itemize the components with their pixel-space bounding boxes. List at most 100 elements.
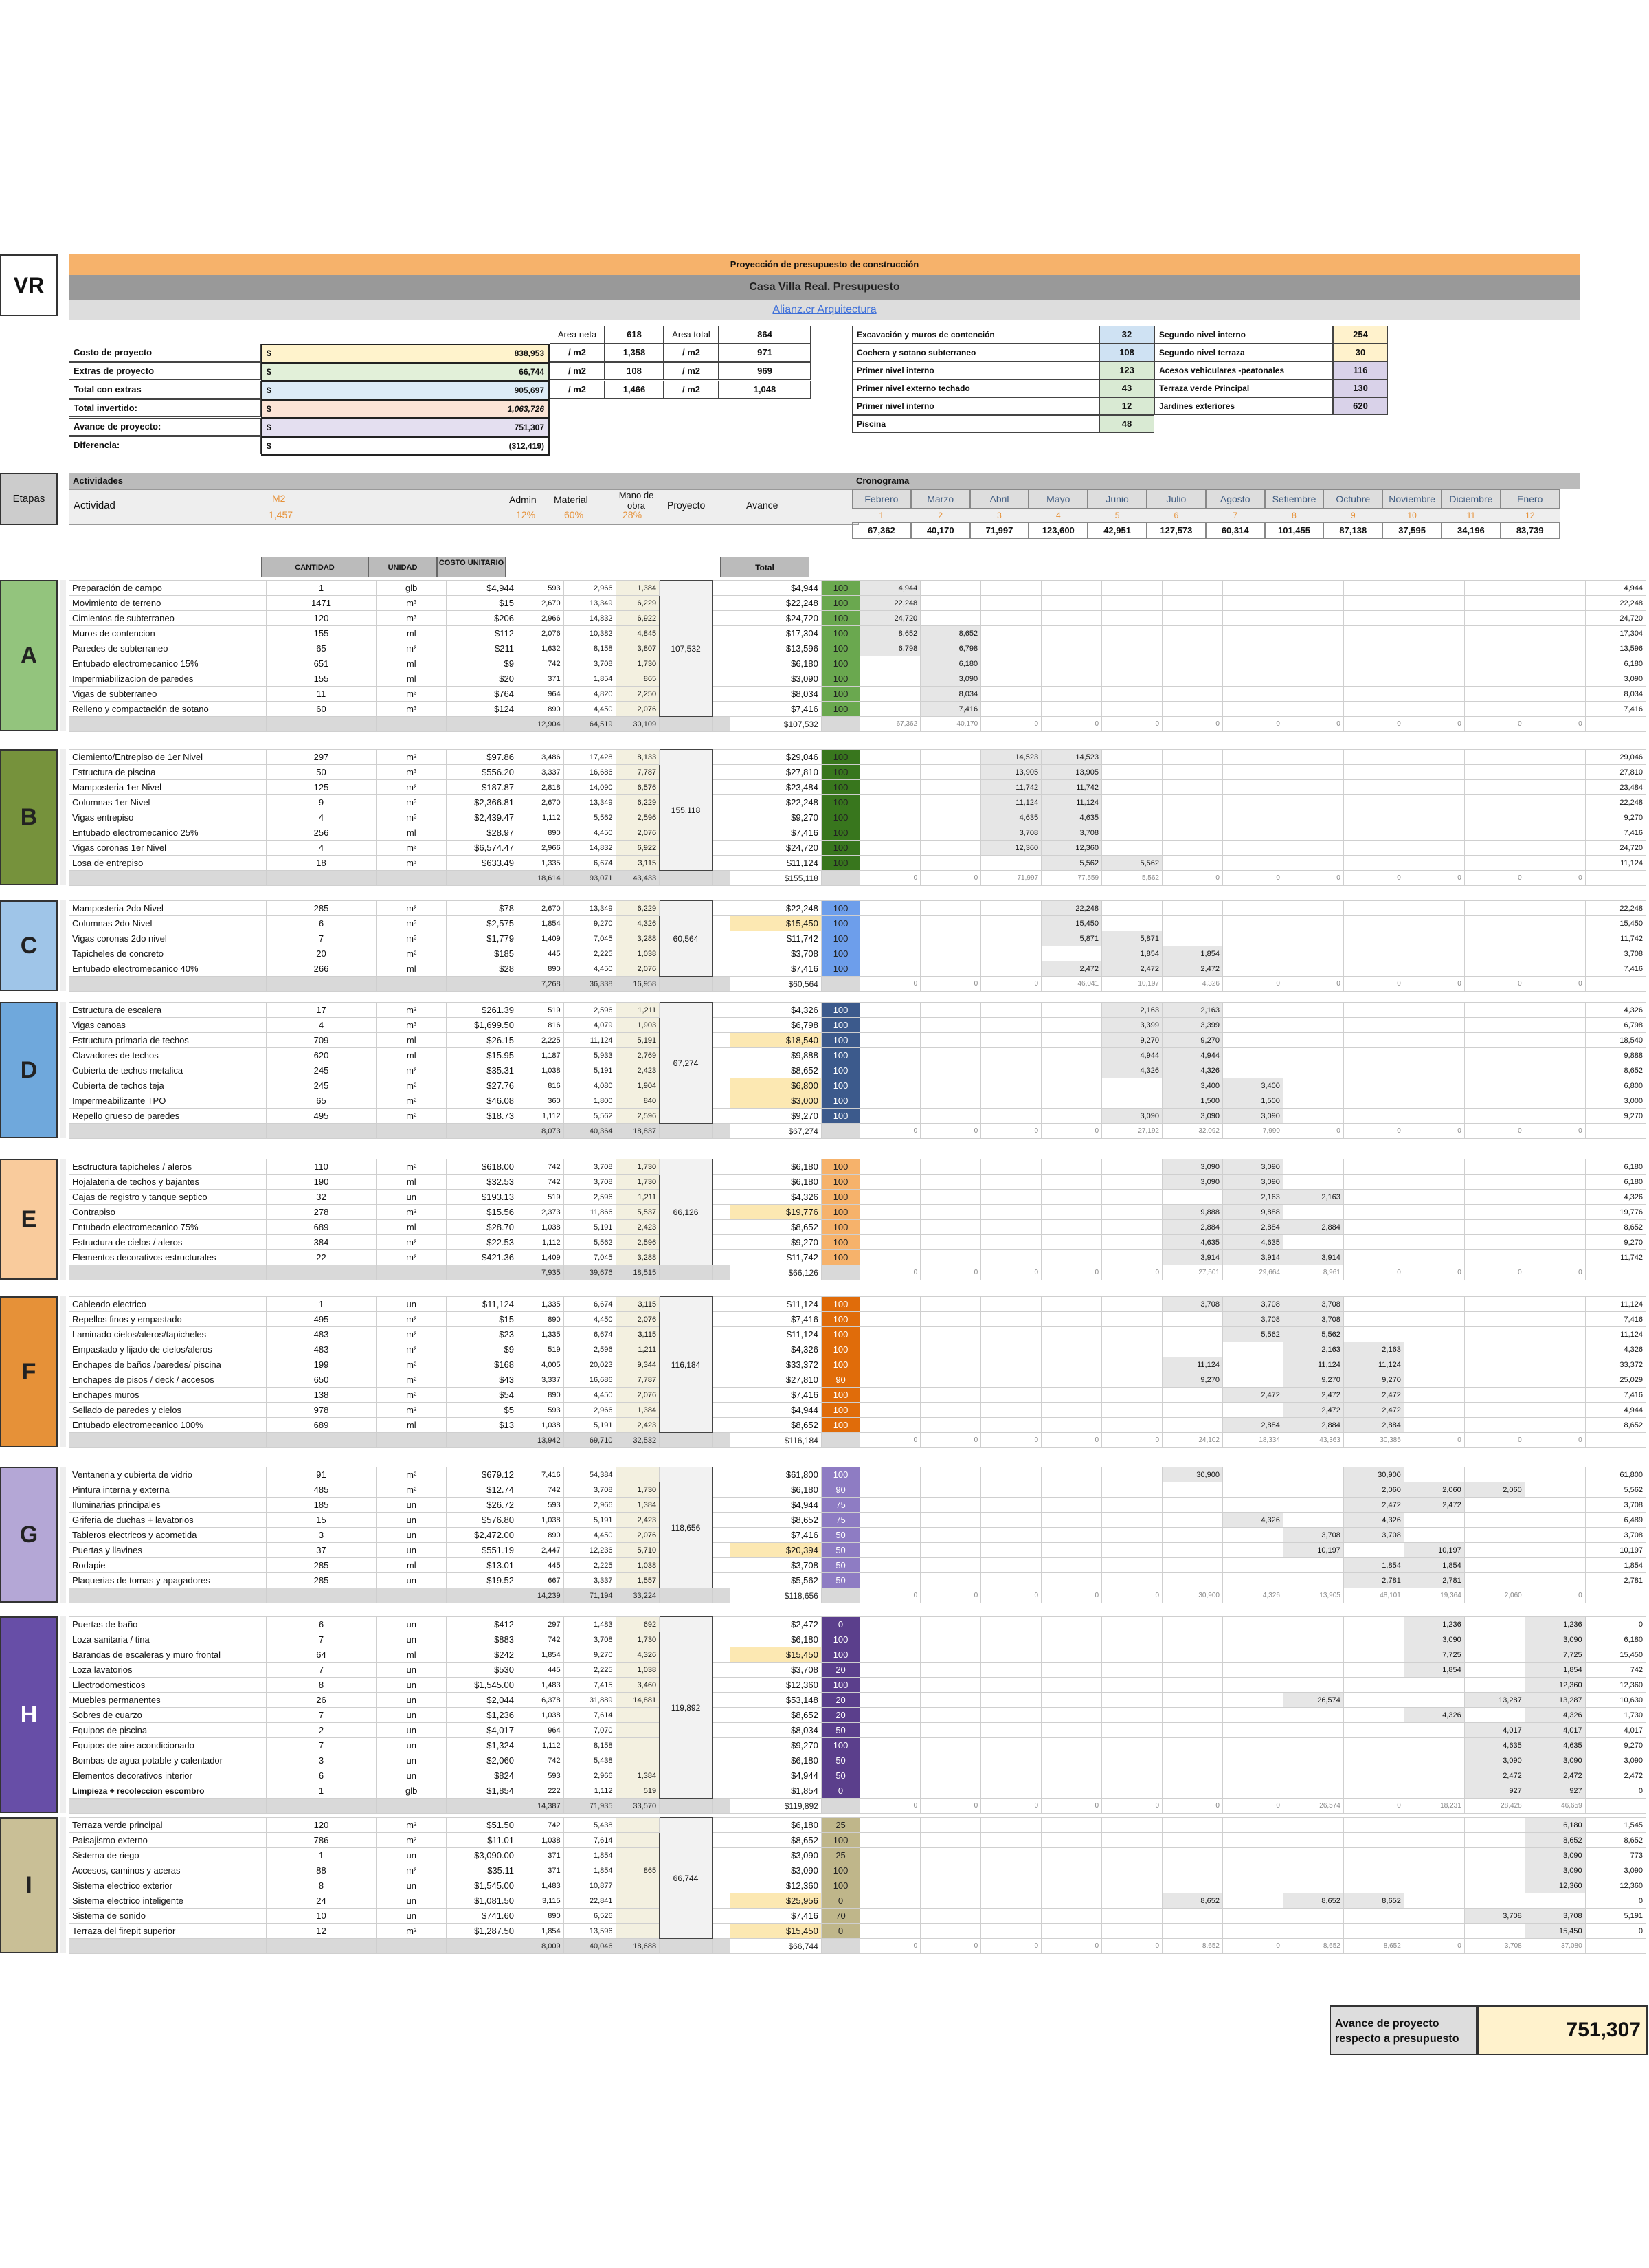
month-cell: 3,708: [980, 825, 1042, 841]
month-cell: [1162, 1632, 1223, 1647]
material: 5,933: [563, 1047, 616, 1063]
avance-pct: 100: [820, 931, 861, 946]
subtotal-blank: [446, 716, 517, 732]
month-cell: [860, 1632, 921, 1647]
row-earned: 8,034: [1584, 686, 1647, 702]
table-row: Enchapes de pisos / deck / accesos 650 m² $…: [68, 1372, 1647, 1388]
month-cell: [860, 1372, 921, 1388]
subtotal-mano: 33,570: [615, 1798, 660, 1814]
month-cell: [1162, 1707, 1223, 1723]
month-number: 6: [1147, 509, 1206, 522]
mano-obra: 3,115: [615, 1296, 660, 1312]
month-cell: [1343, 1032, 1404, 1048]
activity-name: Puertas de baño: [68, 1616, 267, 1632]
month-cell: [860, 1311, 921, 1327]
subtotal-month: 3,708: [1463, 1938, 1525, 1954]
month-cell: [1343, 1847, 1404, 1863]
admin: 1,854: [517, 1647, 564, 1663]
month-cell: [980, 915, 1042, 931]
month-cell: [1524, 1159, 1586, 1175]
cronograma-title: Cronograma: [852, 473, 1580, 489]
unidad: m³: [375, 931, 447, 946]
subtotal-month: 18,334: [1222, 1432, 1283, 1448]
admin: 1,038: [517, 1832, 564, 1848]
mano-obra: 2,076: [615, 701, 660, 717]
row-earned: 22,248: [1584, 794, 1647, 810]
month-cell: [1101, 1557, 1163, 1573]
month-cell: 12,360: [1524, 1677, 1586, 1693]
month-cell: [920, 1189, 982, 1205]
month-cell: [860, 1017, 921, 1033]
row-earned: 2,781: [1584, 1572, 1647, 1588]
month-cell: [1162, 1326, 1223, 1342]
avance-pct: 50: [820, 1753, 861, 1768]
subtotal-month: 0: [1282, 716, 1344, 732]
month-cell: 3,708: [1463, 1908, 1525, 1924]
month-cell: [980, 1342, 1042, 1357]
month-cell: 8,652: [1524, 1832, 1586, 1848]
row-earned: 22,248: [1584, 900, 1647, 916]
month-cell: [1222, 1662, 1283, 1678]
material: 20,023: [563, 1357, 616, 1372]
month-cell: [920, 1863, 982, 1878]
month-cell: [1282, 931, 1344, 946]
month-cell: [1463, 1063, 1525, 1078]
costo-unitario: $5: [446, 1402, 517, 1418]
line-total: $8,652: [729, 1832, 822, 1848]
unidad: m²: [375, 900, 447, 916]
month-cell: 6,798: [920, 641, 982, 656]
stage-band: [60, 1159, 66, 1280]
line-total: $61,800: [729, 1467, 822, 1482]
month-number: 4: [1029, 509, 1088, 522]
admin: 890: [517, 1387, 564, 1403]
month-cell: [1343, 1677, 1404, 1693]
subtotal-month: 26,574: [1282, 1798, 1344, 1814]
month-cell: [1162, 1542, 1223, 1558]
month-cell: [1162, 671, 1223, 687]
firm-link[interactable]: Alianz.cr Arquitectura: [69, 300, 1580, 320]
avance-pct: 100: [820, 1342, 861, 1357]
month-cell: [1524, 595, 1586, 611]
activity-name: Iluminarias principales: [68, 1497, 267, 1513]
cost-per-m2-label: / m2: [664, 362, 719, 380]
subtotal-total: $67,274: [729, 1123, 822, 1139]
month-cell: [1162, 1572, 1223, 1588]
spacer: [711, 1753, 730, 1768]
month-cell: [1524, 764, 1586, 780]
month-cell: [1282, 1497, 1344, 1513]
month-cell: [1101, 1372, 1163, 1388]
subtotal-month: 0: [860, 1938, 921, 1954]
avance-pct: 100: [820, 1878, 861, 1893]
month-cell: [1222, 1737, 1283, 1753]
cantidad: 120: [266, 610, 377, 626]
month-cell: [1162, 931, 1223, 946]
subtotal-blank: [1584, 976, 1647, 992]
subtotal-month: 0: [920, 1123, 982, 1139]
spacer: [711, 641, 730, 656]
month-cell: [980, 1893, 1042, 1909]
subtotal-month: 0: [1162, 716, 1223, 732]
month-cell: [1343, 1707, 1404, 1723]
month-cell: [860, 900, 921, 916]
unidad: glb: [375, 1783, 447, 1799]
month-cell: [1162, 1908, 1223, 1924]
material: 3,708: [563, 1482, 616, 1498]
row-earned: 4,944: [1584, 1402, 1647, 1418]
month-cell: [1463, 1677, 1525, 1693]
month-cell: 4,326: [1222, 1512, 1283, 1528]
costo-unitario: $2,472.00: [446, 1527, 517, 1543]
month-cell: 3,708: [1524, 1908, 1586, 1924]
month-cell: [980, 1572, 1042, 1588]
avance-pct: 100: [820, 1234, 861, 1250]
month-cell: [1463, 1527, 1525, 1543]
mano-obra: 2,596: [615, 1108, 660, 1124]
cantidad: 483: [266, 1326, 377, 1342]
mano-obra: 2,076: [615, 825, 660, 841]
unidad: m²: [375, 1326, 447, 1342]
subtotal-month: 0: [980, 1265, 1042, 1280]
cantidad: 278: [266, 1204, 377, 1220]
month-cell: [1162, 855, 1223, 871]
month-cell: [920, 1737, 982, 1753]
admin: 3,337: [517, 764, 564, 780]
month-cell: [1282, 779, 1344, 795]
